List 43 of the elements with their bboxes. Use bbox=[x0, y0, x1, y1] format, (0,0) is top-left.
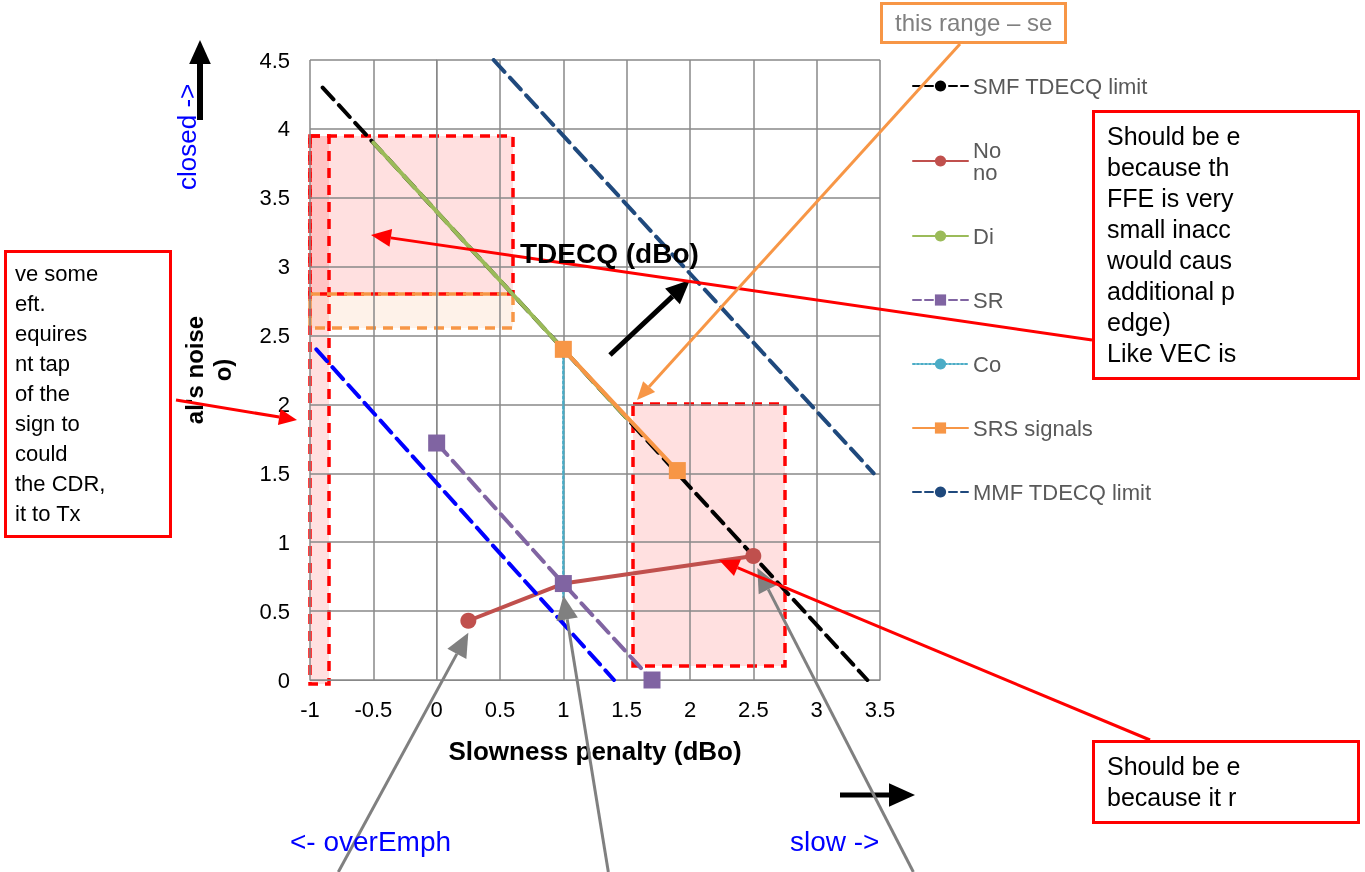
x-tick-label: 1.5 bbox=[611, 696, 642, 722]
legend-label: SRS signals bbox=[973, 415, 1093, 441]
legend-label: SR bbox=[973, 287, 1004, 313]
text: this range – se bbox=[880, 2, 1068, 44]
y-tick-label: 3.5 bbox=[259, 185, 290, 211]
y-tick-label: 1.5 bbox=[259, 460, 290, 486]
y-tick-label: 0 bbox=[277, 667, 290, 693]
x-tick-label: -0.5 bbox=[354, 696, 393, 722]
y-tick-label: 2 bbox=[277, 391, 290, 417]
text: Should be e because it r bbox=[1092, 740, 1360, 824]
y-tick-label: 3 bbox=[277, 254, 290, 280]
text: slow -> bbox=[790, 826, 880, 858]
y-tick-label: 1 bbox=[277, 529, 290, 555]
y-tick-label: 4.5 bbox=[259, 47, 290, 73]
point bbox=[745, 548, 762, 564]
legend-label: MMF TDECQ limit bbox=[973, 479, 1152, 505]
point bbox=[643, 671, 661, 689]
point bbox=[460, 612, 477, 629]
x-tick-label: -1 bbox=[300, 696, 320, 722]
x-tick-label: 0 bbox=[430, 696, 443, 722]
point bbox=[428, 434, 446, 452]
legend-label: Di bbox=[973, 223, 994, 249]
annotation: TDECQ (dBo) bbox=[520, 238, 699, 270]
text: closed -> bbox=[172, 83, 203, 190]
text: <- overEmph bbox=[290, 826, 452, 858]
y-tick-label: 4 bbox=[277, 116, 290, 142]
x-tick-label: 2.5 bbox=[738, 696, 769, 722]
point bbox=[554, 340, 572, 358]
x-tick-label: 3.5 bbox=[864, 696, 896, 722]
x-tick-label: 2 bbox=[683, 696, 697, 722]
x-tick-label: 1 bbox=[557, 696, 570, 722]
x-tick-label: 0.5 bbox=[484, 696, 516, 722]
text: ve some eft. equires nt tap of the sign to could the CDR, it to Tx bbox=[15, 261, 106, 526]
x-tick-label: 3 bbox=[810, 696, 823, 722]
legend-label: No no bbox=[973, 137, 1002, 185]
text: Should be e because th FFE is very small inacc would caus additional p edge) Like VEC is bbox=[1092, 110, 1360, 380]
y-tick-label: 2.5 bbox=[259, 323, 290, 349]
y-axis-title: al's noise o) bbox=[180, 315, 236, 425]
legend-label: Co bbox=[973, 351, 1002, 377]
x-axis-title: Slowness penalty (dBo) bbox=[448, 736, 742, 766]
point bbox=[668, 462, 686, 480]
y-tick-label: 0.5 bbox=[259, 598, 290, 624]
legend-label: SMF TDECQ limit bbox=[973, 73, 1148, 99]
